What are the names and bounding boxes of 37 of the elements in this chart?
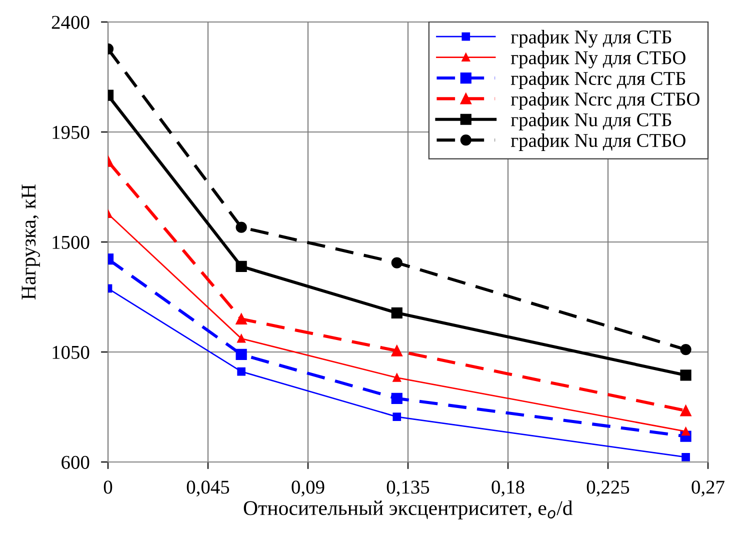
y-tick-label: 1050: [52, 346, 90, 359]
point: [392, 412, 402, 421]
point: [391, 392, 402, 404]
x-tick-label: 0,18: [492, 480, 524, 497]
point: [391, 257, 402, 268]
legend-label: график Nu для СТБ: [510, 112, 672, 130]
point: [680, 370, 692, 381]
point: [236, 222, 247, 233]
y-tick-label: 1500: [52, 236, 90, 249]
y-tick-label: 1950: [52, 126, 90, 139]
y-axis-title: Нагрузка, кН: [22, 184, 40, 300]
point: [236, 348, 247, 360]
legend-label: график Ny для СТБ: [510, 30, 672, 48]
x-tick-label: 0: [104, 480, 112, 494]
x-axis-title: Относительный эксцентриситет, e$_{o}$/d: [244, 500, 573, 520]
x-tick-label: 0,09: [292, 480, 324, 497]
y-tick-label: 2400: [52, 16, 90, 29]
point: [236, 260, 247, 272]
point: [682, 452, 690, 462]
y-tick-label: 600: [62, 456, 90, 469]
legend-label: график Ncrc для СТБ: [510, 71, 686, 89]
legend-label: график Nu для СТБО: [510, 133, 686, 151]
point: [237, 367, 246, 376]
point: [680, 344, 692, 356]
point: [237, 334, 246, 343]
legend-label: график Ny для СТБО: [510, 50, 686, 68]
point: [236, 313, 247, 325]
x-tick-label: 0,27: [692, 480, 724, 497]
point: [680, 405, 692, 416]
point: [682, 427, 690, 436]
legend-label: график Ncrc для СТБО: [510, 92, 700, 110]
x-tick-label: 0,045: [186, 480, 230, 497]
point: [392, 374, 402, 382]
point: [391, 345, 402, 356]
x-tick-label: 0,135: [386, 480, 430, 497]
point: [391, 307, 402, 318]
x-tick-label: 0,225: [586, 480, 630, 497]
